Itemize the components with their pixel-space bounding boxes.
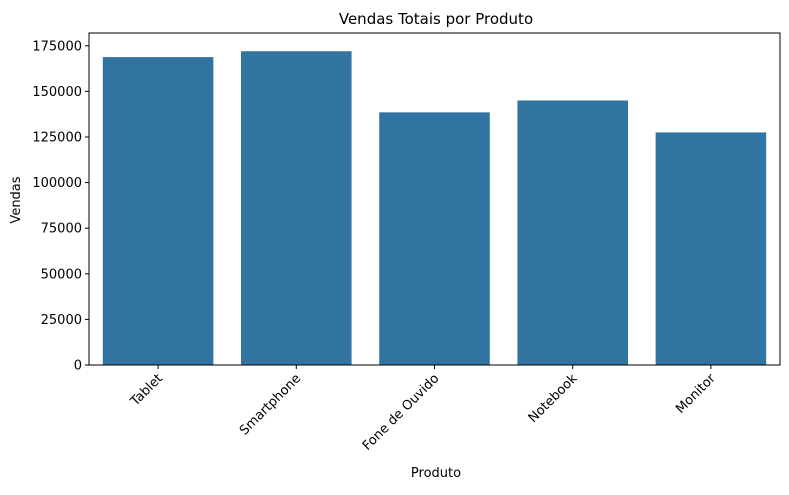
y-tick-label: 50000 xyxy=(41,267,82,282)
y-tick-label: 100000 xyxy=(32,176,82,191)
bar-tablet xyxy=(102,57,214,365)
bar-smartphone xyxy=(241,51,352,366)
y-axis-label: Vendas xyxy=(9,176,24,223)
y-tick-label: 125000 xyxy=(32,130,82,145)
y-tick-label: 25000 xyxy=(41,313,82,328)
y-tick-label: 0 xyxy=(74,359,82,374)
bar-monitor xyxy=(655,132,767,365)
y-tick-label: 175000 xyxy=(32,39,82,54)
bar-notebook xyxy=(517,100,628,366)
x-tick-label: Tablet xyxy=(127,371,166,410)
x-tick-label: Fone de Ouvido xyxy=(360,371,443,454)
x-axis-label: Produto xyxy=(411,466,461,481)
y-tick-label: 75000 xyxy=(41,222,82,237)
y-axis: 0 25000 50000 75000 100000 125000 150000 175000 xyxy=(32,39,89,374)
x-tick-label: Notebook xyxy=(526,371,581,426)
x-tick-label: Monitor xyxy=(673,371,719,417)
bar-fone-de-ouvido xyxy=(379,112,490,365)
chart-title: Vendas Totais por Produto xyxy=(339,10,533,28)
plot-frame xyxy=(88,32,781,366)
bars-layer xyxy=(102,51,767,366)
y-tick-label: 150000 xyxy=(32,85,82,100)
x-axis: Tablet Smartphone Fone de Ouvido Notebook Mo… xyxy=(127,365,719,454)
x-tick-label: Smartphone xyxy=(237,371,304,438)
